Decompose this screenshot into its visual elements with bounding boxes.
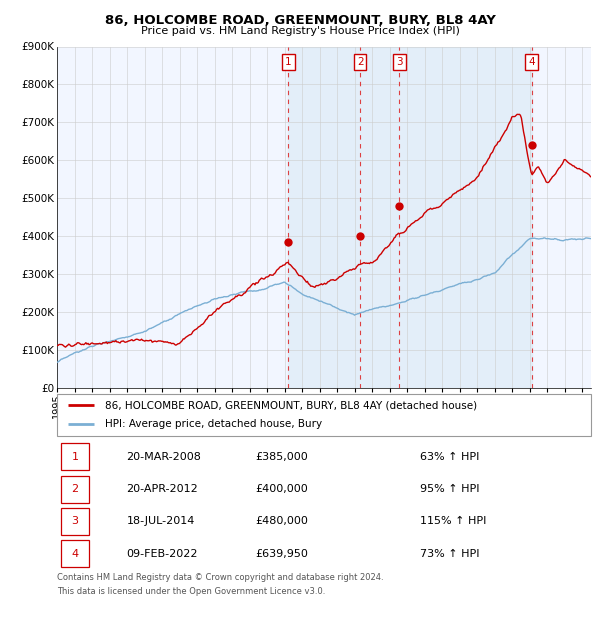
Text: 4: 4 <box>529 58 535 68</box>
Text: 115% ↑ HPI: 115% ↑ HPI <box>420 516 487 526</box>
Text: £400,000: £400,000 <box>255 484 308 494</box>
Text: 3: 3 <box>396 58 403 68</box>
Text: 3: 3 <box>71 516 79 526</box>
Text: 20-MAR-2008: 20-MAR-2008 <box>127 452 201 462</box>
Text: This data is licensed under the Open Government Licence v3.0.: This data is licensed under the Open Gov… <box>57 587 325 596</box>
Text: 1: 1 <box>285 58 292 68</box>
Text: 2: 2 <box>357 58 364 68</box>
Text: Contains HM Land Registry data © Crown copyright and database right 2024.: Contains HM Land Registry data © Crown c… <box>57 573 383 582</box>
Text: 1: 1 <box>71 452 79 462</box>
Text: HPI: Average price, detached house, Bury: HPI: Average price, detached house, Bury <box>105 420 322 430</box>
Bar <box>289 46 532 388</box>
Text: Price paid vs. HM Land Registry's House Price Index (HPI): Price paid vs. HM Land Registry's House … <box>140 26 460 36</box>
Text: 2: 2 <box>71 484 79 494</box>
Text: 20-APR-2012: 20-APR-2012 <box>127 484 198 494</box>
Bar <box>61 508 89 535</box>
Text: £385,000: £385,000 <box>255 452 308 462</box>
Text: 86, HOLCOMBE ROAD, GREENMOUNT, BURY, BL8 4AY: 86, HOLCOMBE ROAD, GREENMOUNT, BURY, BL8… <box>104 14 496 27</box>
Text: 09-FEB-2022: 09-FEB-2022 <box>127 549 198 559</box>
Text: 86, HOLCOMBE ROAD, GREENMOUNT, BURY, BL8 4AY (detached house): 86, HOLCOMBE ROAD, GREENMOUNT, BURY, BL8… <box>105 400 477 410</box>
Text: 4: 4 <box>71 549 79 559</box>
Text: £639,950: £639,950 <box>255 549 308 559</box>
Bar <box>61 476 89 503</box>
Text: 95% ↑ HPI: 95% ↑ HPI <box>420 484 479 494</box>
Text: 63% ↑ HPI: 63% ↑ HPI <box>420 452 479 462</box>
Text: £480,000: £480,000 <box>255 516 308 526</box>
Text: 18-JUL-2014: 18-JUL-2014 <box>127 516 195 526</box>
Text: 73% ↑ HPI: 73% ↑ HPI <box>420 549 479 559</box>
Bar <box>61 443 89 471</box>
Bar <box>61 540 89 567</box>
